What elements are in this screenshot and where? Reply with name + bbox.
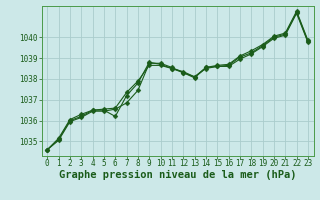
X-axis label: Graphe pression niveau de la mer (hPa): Graphe pression niveau de la mer (hPa)	[59, 170, 296, 180]
